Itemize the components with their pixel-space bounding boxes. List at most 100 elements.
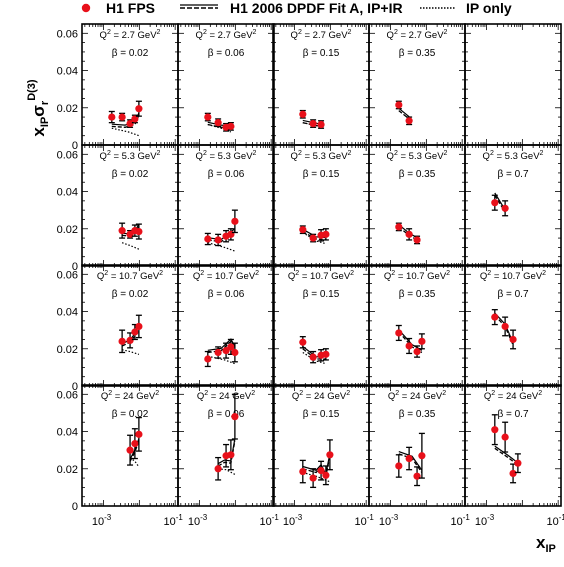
ip-only-curve — [129, 457, 140, 468]
q2-part: Q — [291, 30, 298, 41]
q2-part: 2 — [255, 270, 259, 277]
data-point — [135, 105, 143, 113]
panel-frame — [272, 384, 370, 507]
ip-only-curve — [218, 468, 236, 475]
q2-part: 2 — [490, 150, 494, 157]
panel-q2-label: Q2 = 24 GeV2 — [292, 390, 350, 402]
panel-frame — [177, 144, 275, 267]
ip-only-curve — [111, 127, 140, 137]
q2-part: 2 — [298, 150, 302, 157]
data-point — [131, 115, 139, 123]
q2-part: Q — [97, 271, 104, 282]
data-point — [514, 459, 522, 467]
q2-part: Q — [196, 151, 203, 162]
panel-frame — [368, 384, 466, 507]
x-tick-label-exp: -1 — [463, 513, 471, 522]
q2-part: = 24 GeV — [112, 391, 156, 402]
data-point — [214, 236, 222, 244]
data-point — [214, 348, 222, 357]
q2-part: 2 — [107, 150, 111, 157]
fit-curve-solid — [398, 451, 423, 471]
data-point — [309, 119, 317, 128]
q2-part: 2 — [298, 29, 302, 36]
data-point — [214, 119, 222, 127]
panel-q2-label: Q2 = 24 GeV2 — [484, 390, 542, 402]
data-point — [299, 110, 307, 118]
panel-beta-label: β = 0.02 — [112, 169, 149, 180]
legend: H1 FPS H1 2006 DPDF Fit A, IP+IR IP only — [81, 0, 512, 16]
data-point — [413, 347, 421, 356]
y-tick-label: 0.04 — [57, 66, 78, 78]
panel-q2-label: Q2 = 10.7 GeV2 — [193, 270, 259, 282]
data-point — [322, 230, 330, 238]
data-point — [299, 226, 307, 234]
panel-frame — [464, 264, 562, 387]
q2-part: = 5.3 GeV — [398, 151, 444, 162]
q2-part: Q — [480, 271, 487, 282]
data-point — [395, 329, 403, 337]
q2-part: Q — [483, 151, 490, 162]
q2-part: 2 — [203, 29, 207, 36]
data-point — [126, 336, 134, 344]
data-point — [405, 454, 413, 463]
data-point — [501, 322, 509, 331]
x-tick-label-exp: -1 — [176, 513, 184, 522]
panel-frame — [368, 23, 466, 146]
x-tick-label: 10-3 — [379, 513, 399, 528]
y-tick-label: 0.02 — [57, 224, 78, 236]
ip-only-curve — [121, 242, 140, 250]
panel-frame — [177, 384, 275, 507]
q2-part: 2 — [104, 270, 108, 277]
y-tick-label: 0.02 — [57, 103, 78, 115]
q2-part: = 10.7 GeV — [108, 271, 160, 282]
panel-q2-label: Q2 = 2.7 GeV2 — [196, 29, 257, 41]
data-point — [309, 353, 317, 361]
data-point — [204, 235, 212, 243]
q2-part: 2 — [444, 150, 448, 157]
q2-part: = 5.3 GeV — [111, 151, 157, 162]
q2-part: 2 — [155, 390, 159, 397]
data-point — [501, 204, 509, 212]
y-tick-label: 0.04 — [57, 307, 78, 319]
legend-ip-label: IP only — [466, 0, 512, 16]
panel-beta-label: β = 0.15 — [303, 169, 340, 180]
panel-beta-label: β = 0.7 — [497, 289, 528, 300]
data-point — [204, 355, 212, 363]
y-title-sigma: σ — [29, 105, 48, 117]
data-point — [491, 426, 499, 434]
q2-part: 2 — [253, 150, 257, 157]
panel-q2-label: Q2 = 5.3 GeV2 — [483, 150, 544, 162]
panel-beta-label: β = 0.02 — [112, 289, 149, 300]
data-point — [501, 433, 509, 441]
x-tick-label-exp: -3 — [295, 513, 303, 522]
q2-part: Q — [484, 391, 491, 402]
data-point — [227, 451, 235, 459]
x-title-x: x — [536, 533, 546, 552]
y-tick-label: 0.06 — [57, 269, 78, 281]
x-tick-label: 10-3 — [92, 513, 112, 528]
y-tick-label: 0.02 — [57, 464, 78, 476]
panel-beta-label: β = 0.35 — [399, 169, 436, 180]
data-point — [231, 348, 239, 357]
data-point — [405, 230, 413, 238]
panel-frame — [177, 264, 275, 387]
q2-part: = 24 GeV — [399, 391, 443, 402]
data-point — [231, 217, 239, 225]
data-point — [131, 440, 139, 448]
q2-part: 2 — [157, 150, 161, 157]
fit-curve-dashed — [398, 110, 410, 120]
y-tick-label: 0 — [72, 381, 78, 393]
panel-beta-label: β = 0.15 — [303, 48, 340, 59]
panel-beta-label: β = 0.35 — [399, 289, 436, 300]
legend-data-label: H1 FPS — [106, 0, 155, 16]
y-title-ip: IP — [39, 117, 51, 127]
q2-part: 2 — [540, 150, 544, 157]
ip-only-curve — [207, 355, 236, 365]
y-tick-label: 0 — [72, 261, 78, 273]
panel-q2-label: Q2 = 24 GeV2 — [388, 390, 446, 402]
panel-q2-label: Q2 = 5.3 GeV2 — [196, 150, 257, 162]
panel-beta-label: β = 0.7 — [497, 409, 528, 420]
panel-frame — [272, 264, 370, 387]
data-point — [317, 467, 325, 475]
panel-frame — [464, 23, 562, 146]
